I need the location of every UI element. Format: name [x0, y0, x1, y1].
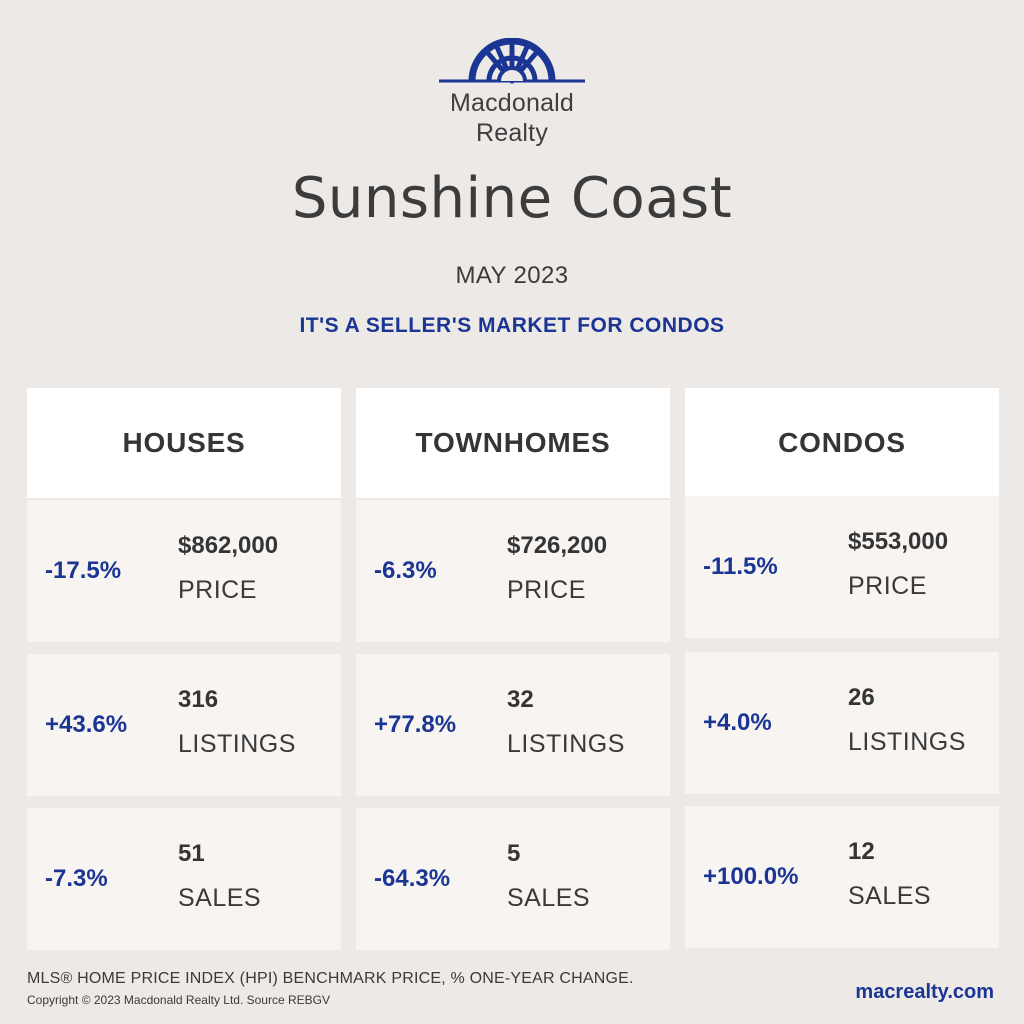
brand-logo: Macdonald Realty: [0, 38, 1024, 148]
column-header-houses: HOUSES: [27, 388, 341, 498]
stat-label: SALES: [507, 884, 591, 912]
stat-value: 5: [507, 840, 521, 867]
brand-name-line2: Realty: [475, 119, 549, 147]
column-header-townhomes: TOWNHOMES: [356, 388, 670, 498]
stat-label: PRICE: [178, 576, 257, 604]
stat-label: SALES: [178, 884, 262, 912]
stat-value: 316: [178, 686, 219, 713]
stat-card-price: -6.3% $726,200 PRICE: [356, 500, 670, 642]
stat-card-listings: +43.6% 316 LISTINGS: [27, 654, 341, 796]
column-header-condos: CONDOS: [685, 388, 999, 498]
stat-card-listings: +77.8% 32 LISTINGS: [356, 654, 670, 796]
website-link[interactable]: macrealty.com: [855, 981, 994, 1003]
market-tagline: IT'S A SELLER'S MARKET FOR CONDOS: [299, 314, 725, 337]
houses-column: HOUSES -17.5% $862,000 PRICE +43.6% 316 …: [27, 388, 341, 950]
stat-card-price: -17.5% $862,000 PRICE: [27, 500, 341, 642]
stat-label: PRICE: [848, 572, 927, 600]
footer-copyright: Copyright © 2023 Macdonald Realty Ltd. S…: [27, 993, 330, 1007]
brand-name-line1: Macdonald: [449, 89, 575, 117]
stat-value: 12: [848, 838, 875, 865]
stat-value: $726,200: [507, 532, 608, 559]
stat-card-listings: +4.0% 26 LISTINGS: [685, 652, 999, 794]
stat-label: SALES: [848, 882, 932, 910]
change-percent: +77.8%: [374, 711, 457, 738]
change-percent: -64.3%: [374, 865, 451, 892]
stat-value: $862,000: [178, 532, 279, 559]
change-percent: -17.5%: [45, 557, 122, 584]
sunburst-arch-logo-icon: [439, 38, 585, 84]
stat-card-price: -11.5% $553,000 PRICE: [685, 496, 999, 638]
change-percent: +4.0%: [703, 709, 772, 736]
condos-column: CONDOS -11.5% $553,000 PRICE +4.0% 26 LI…: [685, 388, 999, 948]
stat-label: LISTINGS: [178, 730, 296, 758]
stat-card-sales: -7.3% 51 SALES: [27, 808, 341, 950]
stat-label: LISTINGS: [507, 730, 625, 758]
stat-label: LISTINGS: [848, 728, 966, 756]
change-percent: +100.0%: [703, 863, 799, 890]
stat-value: 32: [507, 686, 534, 713]
stat-value: 26: [848, 684, 875, 711]
footer-note: MLS® HOME PRICE INDEX (HPI) BENCHMARK PR…: [27, 970, 634, 987]
change-percent: +43.6%: [45, 711, 128, 738]
report-date: MAY 2023: [455, 262, 569, 289]
stat-card-sales: +100.0% 12 SALES: [685, 806, 999, 948]
townhomes-column: TOWNHOMES -6.3% $726,200 PRICE +77.8% 32…: [356, 388, 670, 950]
stat-label: PRICE: [507, 576, 586, 604]
stat-value: 51: [178, 840, 205, 867]
change-percent: -7.3%: [45, 865, 108, 892]
stat-value: $553,000: [848, 528, 949, 555]
stat-card-sales: -64.3% 5 SALES: [356, 808, 670, 950]
change-percent: -11.5%: [703, 553, 778, 580]
page-title: Sunshine Coast: [291, 166, 733, 231]
change-percent: -6.3%: [374, 557, 437, 584]
